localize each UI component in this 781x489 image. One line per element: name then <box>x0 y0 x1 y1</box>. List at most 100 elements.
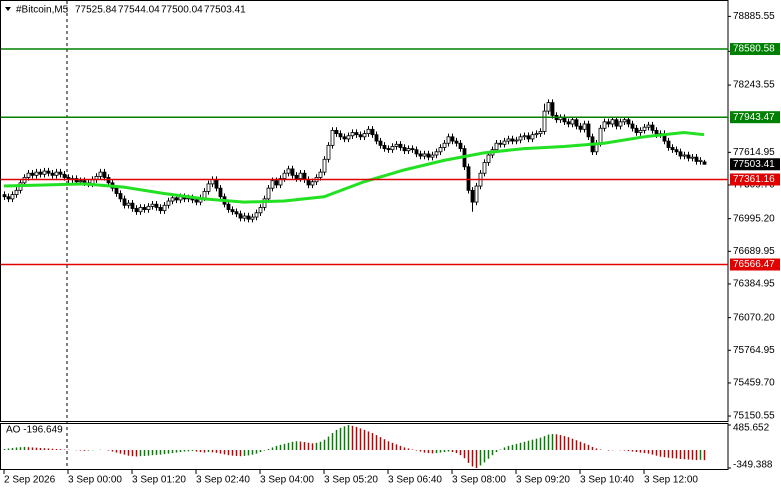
candle-body <box>674 149 679 153</box>
candle-body <box>670 147 675 151</box>
y-tick-label: 76384.95 <box>733 279 775 290</box>
candle-body <box>598 127 603 144</box>
candle-body <box>62 173 67 178</box>
candle-body <box>586 123 591 138</box>
candle-body <box>206 183 211 192</box>
candle-body <box>210 179 215 185</box>
candle-body <box>546 102 551 112</box>
x-tick-label: 3 Sep 05:20 <box>324 475 378 486</box>
candle-body <box>638 129 643 133</box>
candle-body <box>622 119 627 123</box>
candle-body <box>334 129 339 135</box>
candle-body <box>682 154 687 157</box>
candle-body <box>418 153 423 157</box>
candle-body <box>646 124 651 128</box>
candle-body <box>350 132 355 137</box>
candle-body <box>414 149 419 155</box>
candle-body <box>442 142 447 148</box>
candle-body <box>530 134 535 140</box>
y-tick-label: 76070.20 <box>733 312 775 323</box>
candle-body <box>286 168 291 174</box>
candle-body <box>6 196 11 200</box>
candle-body <box>342 136 347 140</box>
candle-body <box>634 127 639 133</box>
candle-body <box>322 158 327 173</box>
x-tick-label: 3 Sep 08:00 <box>452 475 506 486</box>
candle-body <box>166 200 171 206</box>
level-label: 77361.16 <box>733 174 775 185</box>
candle-body <box>702 161 707 165</box>
candle-body <box>102 171 107 178</box>
x-tick-label: 3 Sep 09:20 <box>516 475 570 486</box>
header-high: 77544.04 <box>118 5 160 16</box>
candle-body <box>522 135 527 138</box>
candle-body <box>394 143 399 147</box>
level-label: 77943.47 <box>733 112 775 123</box>
candle-body <box>542 110 547 132</box>
candle-body <box>390 146 395 151</box>
y-tick-label: 75150.55 <box>733 411 775 422</box>
candle-body <box>34 171 39 176</box>
x-tick-label: 3 Sep 00:00 <box>68 475 122 486</box>
candle-body <box>250 216 255 220</box>
candle-body <box>698 159 703 162</box>
candle-body <box>458 142 463 149</box>
candle-body <box>466 166 471 191</box>
candle-body <box>434 151 439 156</box>
candle-body <box>426 153 431 158</box>
candle-body <box>398 143 403 148</box>
level-label: 78580.58 <box>733 44 775 55</box>
candle-body <box>26 172 31 178</box>
candle-body <box>238 213 243 219</box>
candle-body <box>534 133 539 136</box>
candle-body <box>262 198 267 208</box>
candle-body <box>134 208 139 213</box>
candle-body <box>502 140 507 145</box>
candle-body <box>526 135 531 140</box>
candle-body <box>290 168 295 176</box>
candle-body <box>254 212 259 218</box>
candle-body <box>158 207 163 212</box>
candle-body <box>294 174 299 179</box>
level-label: 76566.47 <box>733 259 775 270</box>
candle-body <box>482 162 487 174</box>
candle-body <box>14 189 19 195</box>
y-tick-label: 77614.95 <box>733 147 775 158</box>
indicator-frame <box>0 423 729 470</box>
candle-body <box>234 211 239 215</box>
candle-body <box>310 181 315 186</box>
level-label-box <box>730 258 780 271</box>
y-tick-label: 75459.70 <box>733 378 775 389</box>
candle-body <box>58 171 63 175</box>
x-tick-label: 3 Sep 01:20 <box>132 475 186 486</box>
candle-body <box>46 170 51 174</box>
candle-body <box>686 154 691 159</box>
candle-body <box>610 119 615 125</box>
candle-body <box>438 147 443 153</box>
candle-body <box>302 172 307 181</box>
candle-body <box>550 102 555 116</box>
candle-body <box>218 187 223 198</box>
candle-body <box>202 190 207 199</box>
candle-body <box>282 172 287 179</box>
candle-body <box>78 180 83 183</box>
candle-body <box>446 136 451 144</box>
candle-body <box>506 138 511 142</box>
symbol-label: #Bitcoin,M5 <box>16 5 69 16</box>
candle-body <box>666 140 671 148</box>
moving-average <box>3 131 705 204</box>
header-low: 77500.04 <box>161 5 203 16</box>
candle-body <box>386 148 391 151</box>
candle-body <box>326 144 331 160</box>
candle-body <box>410 148 415 151</box>
candle-body <box>226 203 231 210</box>
candle-body <box>630 123 635 129</box>
candle-body <box>518 136 523 141</box>
candle-body <box>54 171 59 176</box>
candle-body <box>170 197 175 202</box>
candle-body <box>450 136 455 142</box>
level-label-box <box>730 43 780 56</box>
x-tick-label: 3 Sep 02:40 <box>196 475 250 486</box>
candle-body <box>130 202 135 209</box>
candle-body <box>138 207 143 213</box>
